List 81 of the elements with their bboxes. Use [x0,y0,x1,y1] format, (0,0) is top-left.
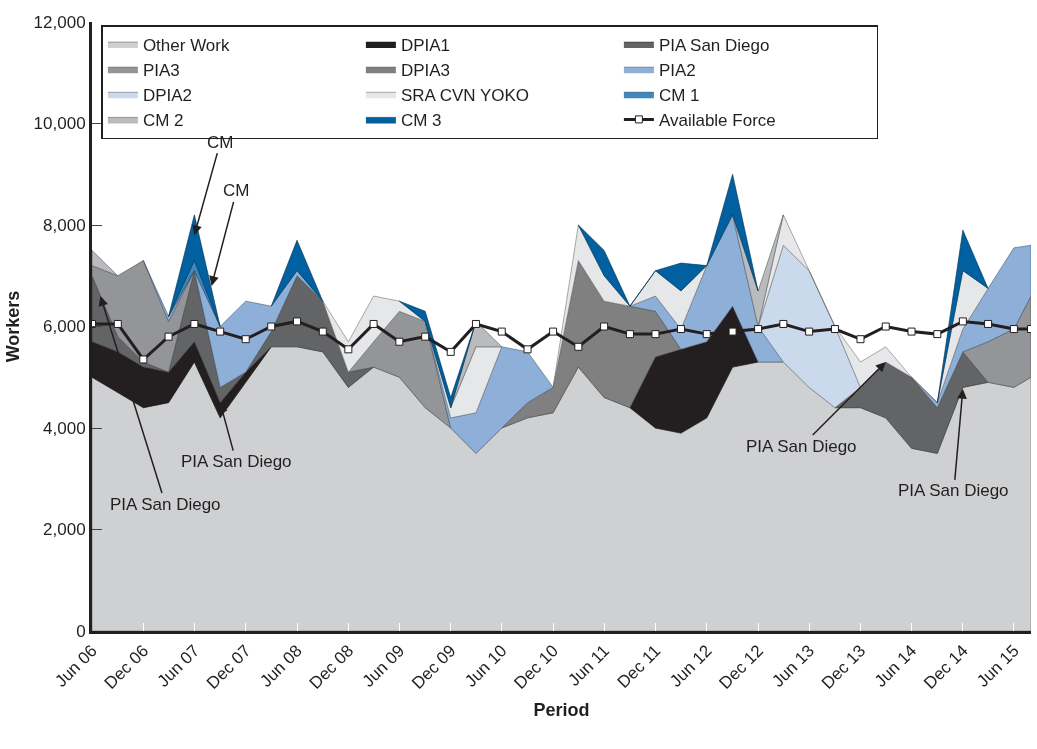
point [574,342,583,351]
point [702,330,711,339]
point [471,319,480,328]
point [933,330,942,339]
x-tick-label: Dec 07 [203,641,255,693]
point [625,330,634,339]
x-tick-label: Dec 08 [305,641,358,693]
legend-label: SRA CVN YOKO [400,85,530,105]
y-tick-label: 0 [76,621,86,641]
point [651,330,660,339]
point [164,332,173,341]
x-tick-label: Jun 12 [666,641,716,691]
legend-label: Available Force [658,111,776,131]
point [754,325,763,334]
point [190,319,199,328]
annotation: PIA San Diego [110,495,221,514]
point [369,319,378,328]
x-tick-label: Dec 11 [613,641,665,692]
legend-label: CM 1 [658,85,700,105]
legend-label: CM 2 [142,111,184,131]
y-axis-title: Workers [2,290,23,363]
annotation: PIA San Diego [746,437,857,456]
annotation: PIA San Diego [181,452,292,471]
legend-label: CM 3 [400,111,442,131]
x-tick-label: Dec 10 [510,641,562,693]
x-tick-label: Dec 13 [817,641,870,693]
x-tick-label: Dec 14 [920,641,972,693]
point [497,327,506,336]
point [293,317,302,326]
point [446,347,455,356]
point [600,322,609,331]
x-tick-label: Jun 11 [564,641,613,690]
x-tick-label: Jun 15 [973,641,1023,691]
x-tick-label: Jun 06 [51,641,101,691]
point [830,325,839,334]
x-tick-label: Jun 13 [768,641,818,691]
legend-label: DPIA1 [400,35,451,55]
y-tick-label: 12,000 [33,12,86,32]
y-tick-label: 10,000 [33,114,86,134]
point [267,322,276,331]
y-tick-label: 2,000 [43,520,86,540]
point [779,319,788,328]
legend-label: PIA3 [142,60,180,80]
legend-label: Other Work [142,35,230,55]
point [984,319,993,328]
point [856,335,865,344]
point [549,327,558,336]
point [728,327,737,336]
legend-label: DPIA2 [142,85,193,105]
x-tick-label: Dec 12 [715,641,767,693]
point [805,327,814,336]
y-tick-label: 6,000 [43,317,86,337]
x-tick-label: Jun 07 [153,641,204,691]
y-tick-label: 4,000 [43,418,86,438]
point [139,355,148,364]
x-tick-label: Dec 06 [100,641,153,693]
point [344,345,353,354]
point [907,327,916,336]
y-tick-label: 8,000 [43,215,86,235]
point [881,322,890,331]
x-axis-title: Period [533,699,590,720]
x-tick-label: Jun 08 [256,641,306,691]
point [241,335,250,344]
annotation: CM [223,181,250,200]
x-tick-label: Jun 09 [358,641,409,691]
x-tick-label: Jun 10 [461,641,511,691]
point [421,332,430,341]
point [958,317,967,326]
point [113,319,122,328]
point [395,337,404,346]
annotation: PIA San Diego [898,481,1009,500]
point [523,345,532,354]
legend-label: PIA2 [658,60,696,80]
legend-label: PIA San Diego [658,35,770,55]
point [318,327,327,336]
legend-label: DPIA3 [400,60,451,80]
point [216,327,225,336]
point [1009,325,1018,334]
x-tick-label: Dec 09 [408,641,460,693]
x-tick-label: Jun 14 [870,641,921,691]
point [676,325,685,334]
